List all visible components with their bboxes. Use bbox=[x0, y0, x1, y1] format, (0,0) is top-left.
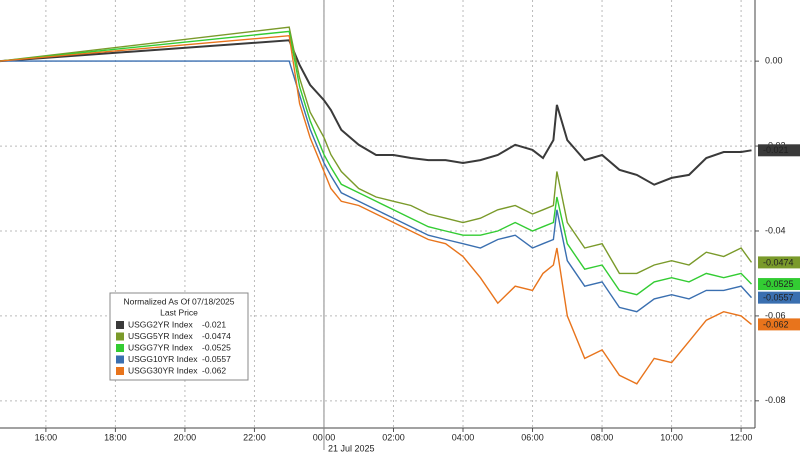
legend-value: -0.0474 bbox=[202, 331, 231, 341]
legend-swatch bbox=[116, 355, 124, 364]
x-tick-label: 22:00 bbox=[243, 432, 266, 442]
last-value-box bbox=[758, 291, 800, 304]
y-tick-label: -0.08 bbox=[765, 395, 786, 405]
series-line bbox=[0, 60, 753, 313]
legend-swatch bbox=[116, 344, 124, 352]
y-tick-label: -0.04 bbox=[765, 225, 786, 235]
legend-value: -0.0557 bbox=[202, 354, 231, 364]
series-line bbox=[0, 34, 752, 385]
legend-title: Normalized As Of 07/18/2025 bbox=[123, 296, 234, 306]
x-tick-label: 08:00 bbox=[591, 432, 614, 442]
legend-value: -0.062 bbox=[202, 365, 226, 375]
last-value-box bbox=[758, 318, 800, 331]
x-tick-label: 10:00 bbox=[660, 432, 683, 442]
legend-label: USGG10YR Index bbox=[128, 354, 198, 364]
legend-box bbox=[109, 292, 249, 381]
legend-value: -0.0525 bbox=[202, 342, 231, 352]
legend-swatch bbox=[116, 321, 124, 329]
x-tick-label: 06:00 bbox=[521, 432, 544, 442]
last-value-label: -0.0525 bbox=[763, 279, 794, 289]
last-value-label: -0.0557 bbox=[763, 293, 794, 303]
date-label: 21 Jul 2025 bbox=[328, 443, 375, 453]
last-value-box bbox=[758, 278, 800, 291]
x-tick-label: 04:00 bbox=[452, 432, 475, 442]
series-line bbox=[0, 39, 752, 186]
x-tick-label: 12:00 bbox=[730, 432, 753, 442]
x-tick-label: 18:00 bbox=[104, 432, 127, 442]
last-value-box bbox=[758, 144, 800, 157]
last-value-label: -0.0474 bbox=[763, 257, 794, 267]
series-line bbox=[0, 26, 753, 275]
series-line bbox=[0, 30, 753, 296]
x-tick-label: 16:00 bbox=[35, 432, 58, 442]
legend-label: USGG5YR Index bbox=[128, 331, 193, 341]
last-value-label: -0.021 bbox=[763, 145, 789, 155]
y-tick-label: -0.06 bbox=[765, 310, 786, 320]
legend-swatch bbox=[116, 367, 124, 375]
x-tick-label: 20:00 bbox=[174, 432, 197, 442]
legend-label: USGG2YR Index bbox=[128, 319, 193, 329]
legend-label: USGG7YR Index bbox=[128, 342, 193, 352]
legend-label: USGG30YR Index bbox=[128, 365, 198, 375]
x-tick-label: 02:00 bbox=[382, 432, 405, 442]
legend-value: -0.021 bbox=[202, 319, 226, 329]
legend-swatch bbox=[116, 332, 124, 341]
legend-subtitle: Last Price bbox=[160, 307, 198, 317]
y-tick-label: 0.00 bbox=[765, 56, 783, 66]
last-value-box bbox=[758, 256, 800, 269]
last-value-label: -0.062 bbox=[763, 319, 789, 329]
